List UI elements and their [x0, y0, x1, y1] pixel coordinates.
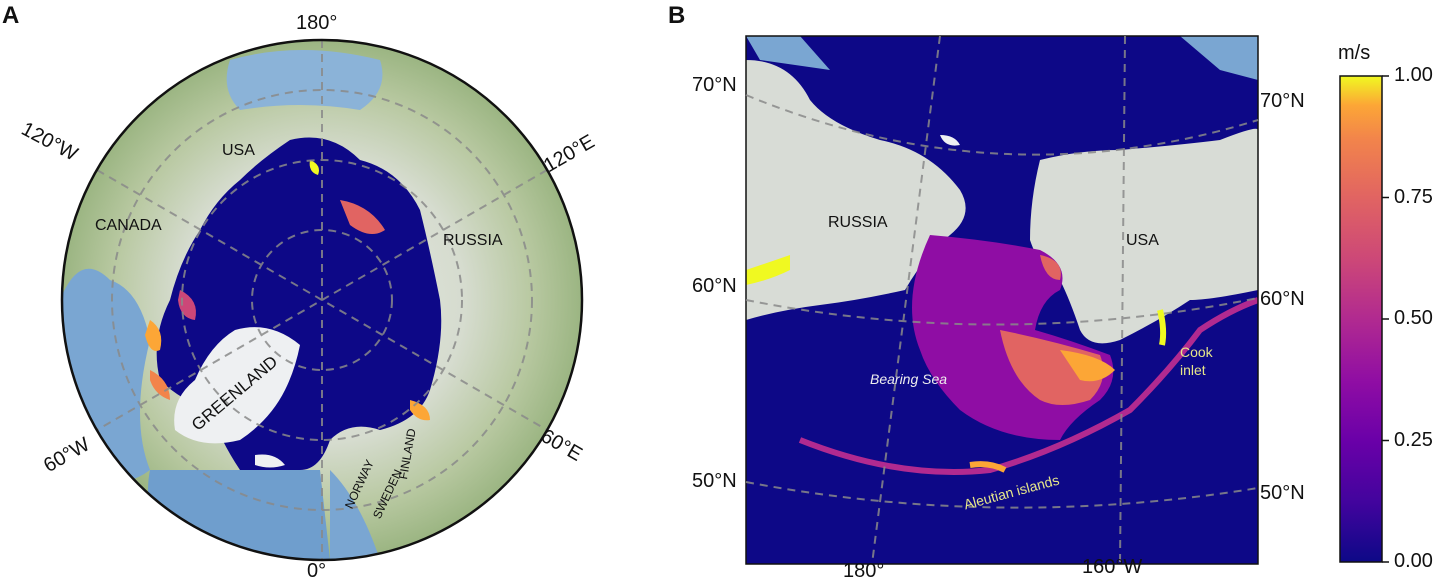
globe-graticule — [96, 40, 548, 560]
globe-outline — [60, 38, 584, 562]
north-sea — [330, 470, 380, 560]
lon-label-b-160w: 160°W — [1082, 556, 1143, 578]
lon-label-180: 180° — [296, 12, 338, 34]
colorbar-tick-0.00: 0.00 — [1394, 550, 1433, 572]
lat-label-left-60n: 60°N — [692, 275, 737, 297]
country-label-b-usa: USA — [1126, 232, 1159, 249]
colorbar-tick-0.75: 0.75 — [1394, 186, 1433, 208]
colorbar-tick-1.00: 1.00 — [1394, 64, 1433, 86]
colorbar-unit: m/s — [1338, 42, 1371, 64]
panel-a-letter: A — [2, 2, 20, 29]
annotation-cook-line2: inlet — [1180, 362, 1206, 378]
pacific-ocean — [226, 50, 383, 110]
colorbar — [1339, 75, 1389, 563]
lat-label-right-50n: 50°N — [1260, 482, 1305, 504]
annotation-bering-sea: Bearing Sea — [870, 371, 948, 387]
arctic-globe-map — [60, 38, 584, 562]
country-label-russia: RUSSIA — [443, 232, 503, 249]
greenland-ice — [174, 327, 300, 444]
map-b-graticule — [745, 35, 1259, 565]
lat-label-right-70n: 70°N — [1260, 90, 1305, 112]
annotation-cook-line1: Cook — [1180, 344, 1213, 360]
lat-label-left-70n: 70°N — [692, 74, 737, 96]
lon-label-0: 0° — [307, 560, 327, 582]
colorbar-tick-0.50: 0.50 — [1394, 307, 1433, 329]
usa-land — [1030, 128, 1258, 344]
country-label-canada: CANADA — [95, 217, 162, 234]
lon-label-b-180: 180° — [843, 560, 885, 582]
panel-b-letter: B — [668, 2, 686, 29]
country-label-usa: USA — [222, 142, 255, 159]
russia-land — [746, 60, 966, 320]
lat-label-right-60n: 60°N — [1260, 288, 1305, 310]
bering-region-map — [745, 35, 1259, 565]
lat-label-left-50n: 50°N — [692, 470, 737, 492]
country-label-b-russia: RUSSIA — [828, 214, 888, 231]
colorbar-tick-0.25: 0.25 — [1394, 429, 1433, 451]
